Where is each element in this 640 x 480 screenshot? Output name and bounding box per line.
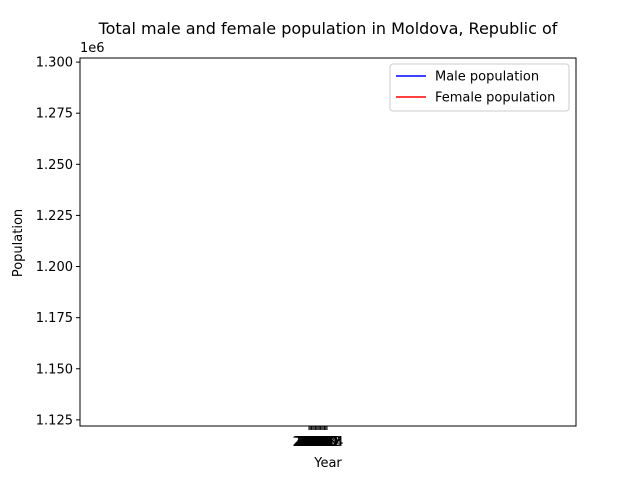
x-tick-label: 2000 xyxy=(292,435,325,450)
x-axis-title: Year xyxy=(313,456,342,471)
plot-frame xyxy=(79,57,577,427)
x-tick-label: 2011 xyxy=(307,435,340,450)
y-tick-label: 1.275 xyxy=(36,107,73,122)
y-tick-label: 1.300 xyxy=(36,56,73,71)
y-tick-label: 1.150 xyxy=(36,362,73,377)
y-tick-label: 1.125 xyxy=(36,413,73,428)
x-tick-label: 2012 xyxy=(308,435,341,450)
x-tick-label: 2007 xyxy=(301,435,334,450)
y-tick-label: 1.250 xyxy=(36,158,73,173)
x-tick-label: 2002 xyxy=(295,435,328,450)
x-tick-label: 2010 xyxy=(305,435,338,450)
x-tick-label: 2006 xyxy=(300,435,333,450)
y-tick-label: 1.225 xyxy=(36,209,73,224)
y-axis-title: Population xyxy=(11,209,26,277)
legend-label: Female population xyxy=(435,91,555,106)
x-axis: 2000200120022003200420052006200720082009… xyxy=(292,426,344,450)
x-tick-label: 2003 xyxy=(296,435,329,450)
x-tick-label: 2009 xyxy=(304,435,337,450)
x-tick-label: 2013 xyxy=(309,435,342,450)
y-axis: 1.125 1.150 1.175 1.200 1.225 1.250 1.275 1.300 xyxy=(36,56,80,428)
legend-label: Male population xyxy=(435,70,539,85)
chart-title: Total male and female population in Mold… xyxy=(98,19,558,38)
y-tick-label: 1.200 xyxy=(36,260,73,275)
y-axis-offset-label: 1e6 xyxy=(80,41,105,56)
x-tick-label: 2008 xyxy=(303,435,336,450)
plot-area xyxy=(79,57,577,427)
legend: Male population Female population xyxy=(389,63,570,112)
y-tick-label: 1.175 xyxy=(36,311,73,326)
x-tick-label: 2001 xyxy=(294,435,327,450)
legend-box xyxy=(389,63,570,112)
x-tick-label: 2004 xyxy=(298,435,331,450)
x-tick-label: 2005 xyxy=(299,435,332,450)
x-tick-label: 2014 xyxy=(310,435,343,450)
